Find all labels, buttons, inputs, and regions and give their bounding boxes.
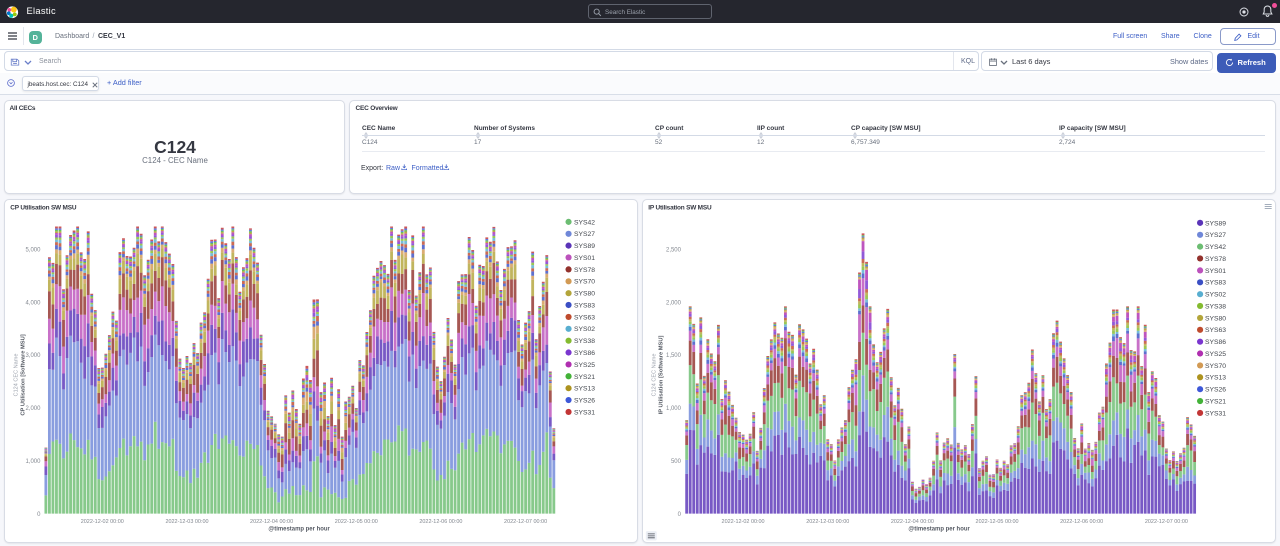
svg-text:IP Utilisation [Software MSU]: IP Utilisation [Software MSU] [659, 335, 665, 414]
svg-text:500: 500 [671, 458, 682, 464]
svg-text:0: 0 [678, 511, 682, 517]
svg-text:SYS21: SYS21 [574, 373, 595, 380]
svg-text:SYS02: SYS02 [1205, 291, 1226, 298]
svg-text:SYS86: SYS86 [574, 349, 595, 356]
svg-text:SYS27: SYS27 [574, 231, 595, 238]
svg-text:SYS70: SYS70 [1205, 362, 1226, 369]
svg-text:2022-12-02 00:00: 2022-12-02 00:00 [722, 519, 765, 525]
svg-text:SYS26: SYS26 [574, 397, 595, 404]
svg-text:SYS31: SYS31 [574, 409, 595, 416]
svg-text:1,000: 1,000 [666, 406, 682, 412]
svg-text:SYS31: SYS31 [1205, 410, 1226, 417]
svg-text:SYS86: SYS86 [1205, 339, 1226, 346]
svg-text:SYS13: SYS13 [1205, 374, 1226, 381]
svg-text:SYS02: SYS02 [574, 326, 595, 333]
svg-text:SYS89: SYS89 [1205, 220, 1226, 227]
svg-text:SYS01: SYS01 [574, 254, 595, 261]
svg-text:@timestamp per hour: @timestamp per hour [268, 526, 330, 532]
svg-text:5,000: 5,000 [26, 247, 42, 253]
svg-text:SYS70: SYS70 [574, 278, 595, 285]
svg-text:CP Utilisation SW MSU: CP Utilisation SW MSU [10, 204, 77, 211]
svg-text:2022-12-06 00:00: 2022-12-06 00:00 [1060, 519, 1103, 525]
svg-text:SYS13: SYS13 [574, 385, 595, 392]
svg-text:2022-12-07 00:00: 2022-12-07 00:00 [1145, 519, 1188, 525]
svg-text:SYS38: SYS38 [574, 338, 595, 345]
svg-text:SYS21: SYS21 [1205, 398, 1226, 405]
svg-text:2,000: 2,000 [666, 300, 682, 306]
svg-text:SYS80: SYS80 [574, 290, 595, 297]
svg-text:SYS38: SYS38 [1205, 303, 1226, 310]
svg-text:SYS63: SYS63 [1205, 327, 1226, 334]
svg-text:SYS89: SYS89 [574, 243, 595, 250]
svg-text:2,500: 2,500 [666, 247, 682, 253]
svg-text:2022-12-06 00:00: 2022-12-06 00:00 [419, 519, 462, 525]
svg-text:1,500: 1,500 [666, 353, 682, 359]
svg-text:2022-12-07 00:00: 2022-12-07 00:00 [504, 519, 547, 525]
svg-text:1,000: 1,000 [26, 458, 42, 464]
svg-text:SYS83: SYS83 [1205, 279, 1226, 286]
svg-text:2022-12-05 00:00: 2022-12-05 00:00 [335, 519, 378, 525]
svg-text:@timestamp per hour: @timestamp per hour [908, 526, 970, 532]
svg-text:2022-12-05 00:00: 2022-12-05 00:00 [976, 519, 1019, 525]
svg-text:3,000: 3,000 [26, 353, 42, 359]
svg-text:IP Utilisation SW MSU: IP Utilisation SW MSU [648, 204, 712, 211]
svg-text:2022-12-04 00:00: 2022-12-04 00:00 [250, 519, 293, 525]
svg-text:2,000: 2,000 [26, 406, 42, 412]
svg-text:SYS42: SYS42 [574, 219, 595, 226]
svg-text:2022-12-02 00:00: 2022-12-02 00:00 [81, 519, 124, 525]
svg-text:SYS83: SYS83 [574, 302, 595, 309]
svg-text:SYS80: SYS80 [1205, 315, 1226, 322]
svg-text:4,000: 4,000 [26, 300, 42, 306]
svg-text:2022-12-04 00:00: 2022-12-04 00:00 [891, 519, 934, 525]
svg-text:SYS78: SYS78 [574, 266, 595, 273]
svg-text:0: 0 [37, 511, 41, 517]
svg-text:SYS26: SYS26 [1205, 386, 1226, 393]
svg-text:SYS01: SYS01 [1205, 267, 1226, 274]
svg-text:C124 CEC Name: C124 CEC Name [651, 353, 657, 396]
svg-text:SYS42: SYS42 [1205, 244, 1226, 251]
svg-text:C124 CEC Name: C124 CEC Name [13, 353, 19, 396]
svg-text:2022-12-03 00:00: 2022-12-03 00:00 [806, 519, 849, 525]
svg-text:SYS27: SYS27 [1205, 232, 1226, 239]
svg-text:CP Utilisation [Software MSU]: CP Utilisation [Software MSU] [21, 334, 27, 415]
svg-text:SYS25: SYS25 [1205, 350, 1226, 357]
svg-text:SYS63: SYS63 [574, 314, 595, 321]
svg-text:SYS25: SYS25 [574, 361, 595, 368]
svg-text:2022-12-03 00:00: 2022-12-03 00:00 [165, 519, 208, 525]
svg-text:SYS78: SYS78 [1205, 255, 1226, 262]
